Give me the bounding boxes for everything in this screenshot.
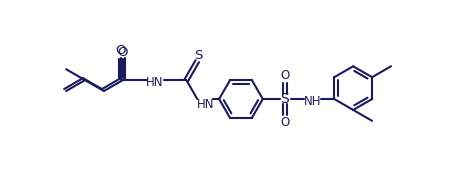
Text: HN: HN xyxy=(146,76,164,89)
Text: O: O xyxy=(280,116,289,129)
Text: NH: NH xyxy=(304,94,321,108)
Text: O: O xyxy=(280,69,289,82)
Text: S: S xyxy=(194,49,203,62)
Text: HN: HN xyxy=(196,98,214,112)
Text: S: S xyxy=(280,92,289,106)
Text: O: O xyxy=(116,44,126,57)
Text: O: O xyxy=(118,46,128,59)
